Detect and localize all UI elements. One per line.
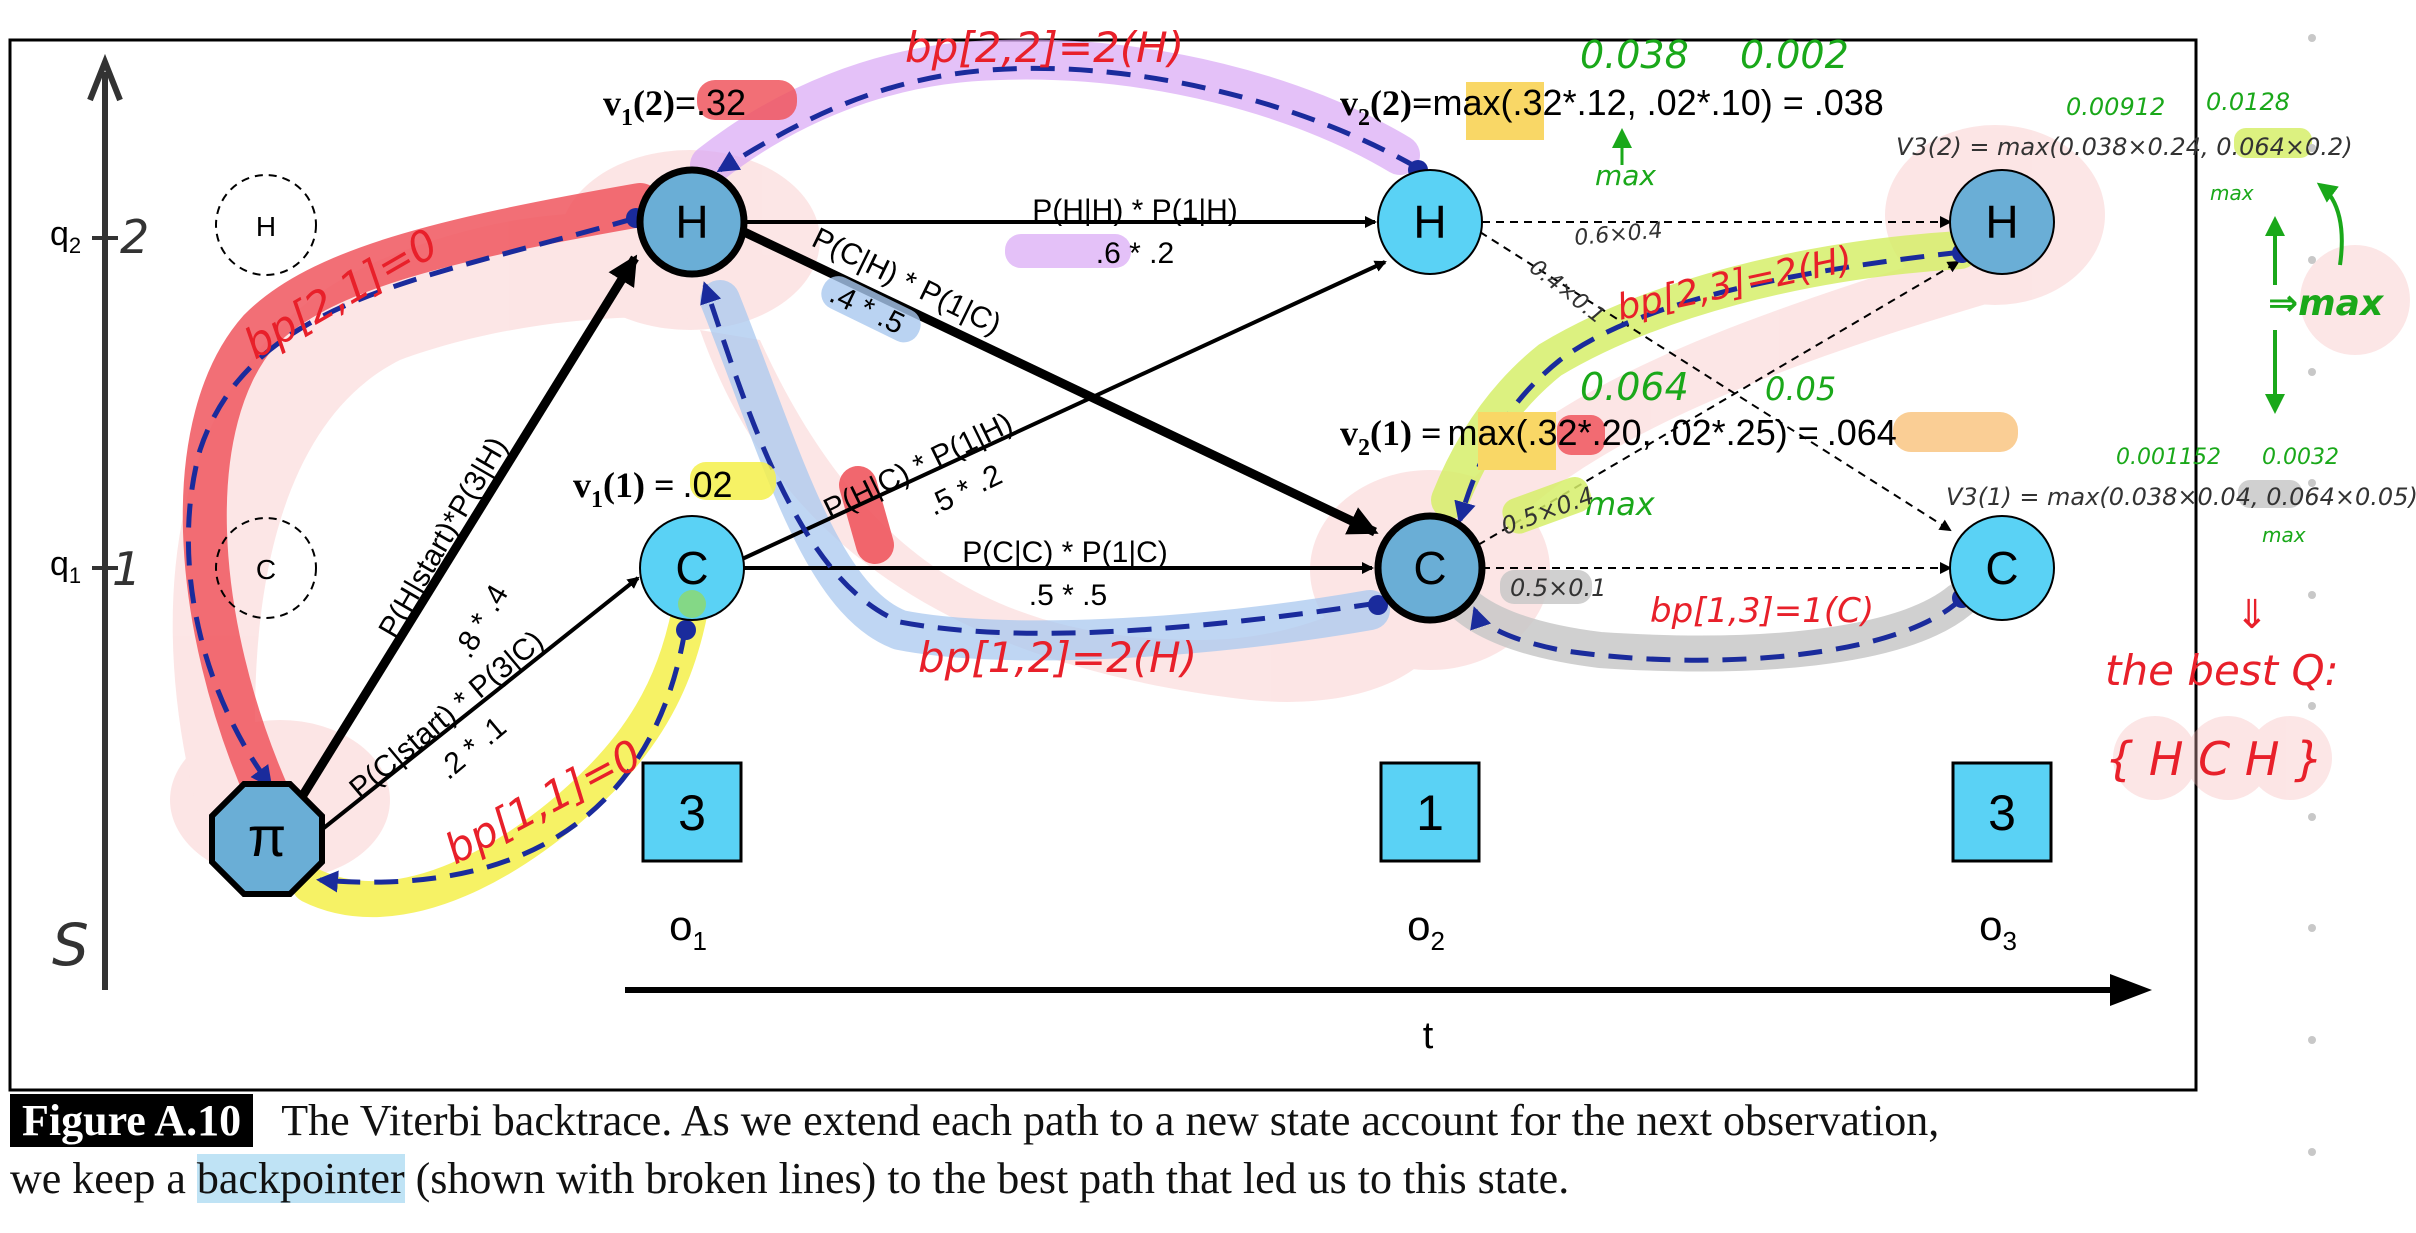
handwritten-annotations: bp[2,2]=2(H) bp[2,1]=0 bp[1,1]=0 bp[1,2]… [236,23,2416,874]
node-h2-label: H [1413,196,1446,248]
time-axis-label: t [1423,1015,1434,1057]
hand-e-hc: 0.4×0.1 [1524,255,1609,329]
label-p-cc: P(C|C) * P(1|C) [962,536,1168,569]
hand-bp13: bp[1,3]=1(C) [1650,591,1874,631]
margin-dots [2308,34,2316,1156]
figure-label: Figure A.10 [10,1094,253,1147]
node-c2-label: C [1413,542,1446,594]
obs-label-1: o1 [669,902,707,956]
label-p-hstart-group: P(H|start)*P(3|H) .8 * .4 [372,432,578,681]
hand-v3-2: V3(2) = max(0.038×0.24, 0.064×0.2) [1896,133,2353,161]
caption-text-1: The Viterbi backtrace. As we extend each… [281,1096,1939,1145]
hand-max4: max [2262,523,2306,547]
figure-caption: Figure A.10 The Viterbi backtrace. As we … [10,1092,2210,1208]
hand-max3: max [2210,181,2254,205]
obs-value-2: 1 [1416,785,1444,841]
obs-label-3: o3 [1979,902,2017,956]
hand-00128: 0.0128 [2206,88,2290,116]
obs-value-3: 3 [1988,785,2016,841]
observations: 3 o1 1 o2 3 o3 [643,763,2051,956]
caption-text-2b: (shown with broken lines) to the best pa… [416,1154,1570,1203]
hl-v21-val [1893,412,2018,452]
node-pi-label: π [248,805,287,868]
hand-0064: 0.064 [1580,365,1689,409]
bp-dot [676,620,696,640]
hand-bp12: bp[1,2]=2(H) [918,633,1197,682]
hand-max1: max [1595,159,1656,192]
label-v1-2: v1(2)=.32 [603,82,746,131]
label-p-hh: P(H|H) * P(1|H) [1032,194,1238,227]
obs-label-2: o2 [1407,902,1445,956]
label-v1-1: v1(1) =.02 [573,464,733,513]
obs-value-1: 3 [678,785,706,841]
node-c3-label: C [1985,542,2018,594]
caption-line-2: we keep a backpointer (shown with broken… [10,1150,2210,1208]
hand-0002: 0.002 [1740,33,1849,77]
hand-down-arrow: ⇓ [2235,592,2269,638]
y-label-q2: q2 [50,215,81,258]
hand-0038: 0.038 [1580,33,1689,77]
hand-best-q: the best Q: [2105,646,2339,695]
green-dot-c1 [678,590,706,618]
time-axis-arrowhead [2110,974,2152,1006]
caption-highlight-backpointer: backpointer [197,1154,405,1203]
caption-text-2a: we keep a [10,1154,186,1203]
hand-2: 2 [120,210,149,264]
hand-000912: 0.00912 [2066,93,2165,121]
label-v2-2: v2(2)=max(.32*.12, .02*.10) = .038 [1340,82,1884,131]
node-c1-label: C [675,542,708,594]
hand-s: S [52,911,89,979]
hand-1: 1 [112,542,141,596]
y-label-q1: q1 [50,545,81,588]
caption-line-1: Figure A.10 The Viterbi backtrace. As we … [10,1092,2210,1150]
hand-e-hh: 0.6×0.4 [1573,218,1663,251]
hand-e-cc: 0.5×0.1 [1510,574,1606,602]
hand-e-hh-group: 0.6×0.4 [1573,218,1663,251]
hand-e-hc-group: 0.4×0.1 [1524,255,1609,329]
hand-005: 0.05 [1765,370,1836,408]
hand-00032: 0.0032 [2262,445,2339,470]
hand-0001152: 0.001152 [2116,445,2221,470]
dashed-state-c-label: C [256,554,276,585]
node-h1-label: H [675,196,708,248]
label-v2-1: v2(1) =max(.32*.20, .02*.25) =.064 [1340,412,1897,461]
dashed-state-h-label: H [256,211,276,242]
label-p-hh-val: .6 * .2 [1096,237,1174,270]
hand-v3-1: V3(1) = max(0.038×0.04, 0.064×0.05) [1946,483,2416,511]
node-h3-label: H [1985,196,2018,248]
hand-max-big: ⇒max [2268,283,2385,324]
hand-bp22: bp[2,2]=2(H) [905,23,1184,72]
label-p-cc-val: .5 * .5 [1029,579,1107,612]
hand-best-seq: { H C H } [2105,732,2323,786]
